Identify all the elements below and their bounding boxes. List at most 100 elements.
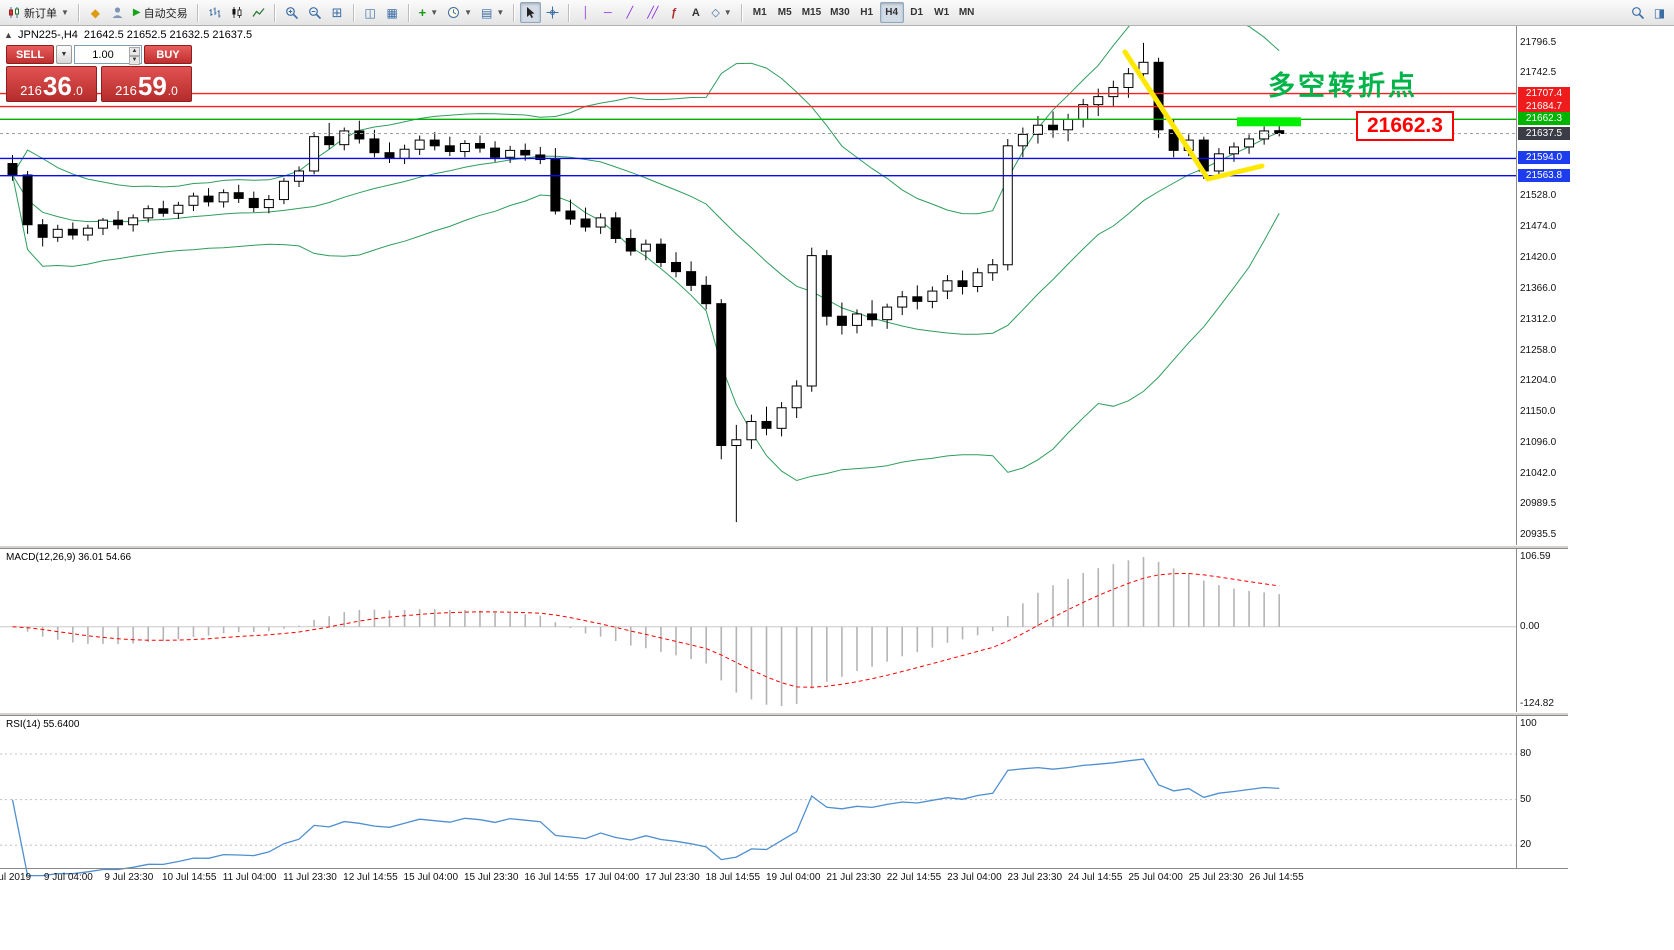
timeframe-w1-button[interactable]: W1 — [930, 2, 954, 23]
metaeditor-button[interactable]: ◆ — [85, 2, 106, 23]
timeframe-mn-button[interactable]: MN — [955, 2, 979, 23]
timeframe-h4-button[interactable]: H4 — [879, 2, 904, 23]
bar-chart-button[interactable] — [204, 2, 225, 23]
sell-price-display[interactable]: 216 36.0 — [6, 66, 97, 102]
arrange-windows-button[interactable]: ◫ — [360, 2, 381, 23]
arrange-windows-icon: ◫ — [364, 5, 376, 20]
time-axis[interactable]: 8 Jul 2019 9 Jul 04:00 9 Jul 23:30 10 Jul 1… — [0, 870, 1516, 888]
time-axis-label: 16 Jul 14:55 — [524, 872, 579, 883]
line-chart-icon — [252, 8, 265, 17]
price-axis-label: 21258.0 — [1520, 344, 1557, 356]
zoom-in-button[interactable] — [281, 2, 303, 23]
tile-windows-button[interactable]: ⊞ — [327, 2, 348, 23]
cursor-button[interactable] — [520, 2, 542, 23]
panel-splitter[interactable] — [0, 712, 1568, 716]
candlestick-chart-button[interactable] — [226, 2, 247, 23]
candle-body — [474, 143, 485, 149]
candle-body — [1138, 61, 1149, 75]
candle-body — [82, 227, 93, 236]
candle-body — [7, 163, 18, 176]
time-axis-label: 17 Jul 23:30 — [645, 872, 700, 883]
buy-button[interactable]: BUY — [144, 45, 192, 64]
candle-body — [746, 420, 757, 441]
timeframe-m15-button[interactable]: M15 — [798, 2, 825, 23]
indicators-button[interactable]: + ▼ — [415, 2, 443, 23]
stepper-down-icon[interactable]: ▼ — [129, 56, 140, 65]
time-axis-label: 9 Jul 23:30 — [104, 872, 154, 883]
timeframe-m5-button[interactable]: M5 — [773, 2, 797, 23]
candle-body — [1017, 133, 1028, 147]
channel-icon: ╱╱ — [647, 7, 658, 19]
candle-body — [505, 149, 516, 158]
cascade-windows-button[interactable]: ▦ — [382, 2, 403, 23]
price-axis-label: 21366.0 — [1520, 282, 1557, 294]
periods-button[interactable]: ▼ — [443, 2, 476, 23]
time-axis-label: 15 Jul 04:00 — [403, 872, 459, 883]
cursor-arrow-icon — [527, 7, 535, 18]
price-axis[interactable]: 106.59 0.00 -124.82 21796.5 21742.5 21528.… — [1518, 0, 1578, 950]
one-click-collapse-toggle[interactable]: ▲ — [4, 30, 13, 40]
experts-button[interactable] — [107, 2, 128, 23]
volume-input[interactable] — [75, 47, 141, 62]
line-chart-button[interactable] — [248, 2, 269, 23]
volume-field-wrap: ▲▼ — [74, 45, 142, 65]
data-window-button[interactable]: ◨ — [1649, 2, 1670, 23]
shapes-tool-button[interactable]: ◇ ▼ — [707, 2, 735, 23]
yellow-trendline-annotation[interactable] — [1122, 49, 1265, 182]
text-tool-button[interactable]: A — [685, 2, 706, 23]
candle-body — [836, 315, 847, 326]
search-button[interactable] — [1627, 2, 1649, 23]
volume-stepper[interactable]: ▲ ▼ — [129, 47, 140, 65]
panel-splitter[interactable] — [0, 545, 1568, 549]
candle-body — [821, 255, 832, 317]
candle-body — [158, 208, 169, 214]
rsi-line — [11, 758, 1280, 877]
autotrading-button[interactable]: ▶ 自动交易 — [129, 2, 192, 23]
chevron-down-icon: ▼ — [430, 8, 439, 17]
crosshair-button[interactable] — [542, 2, 563, 23]
timeframe-m30-button[interactable]: M30 — [826, 2, 853, 23]
vertical-line-tool-button[interactable]: │ — [575, 2, 596, 23]
zoom-out-icon — [308, 6, 321, 19]
timeframe-m1-button[interactable]: M1 — [748, 2, 772, 23]
new-order-button[interactable]: 新订单 ▼ — [4, 2, 73, 23]
candle-body — [595, 217, 606, 228]
fibonacci-tool-button[interactable]: ƒ — [663, 2, 684, 23]
candle-body — [535, 154, 546, 161]
buy-price-big-digits: 59 — [137, 71, 167, 101]
candle-body — [414, 139, 425, 150]
order-options-dropdown[interactable]: ▼ — [56, 45, 72, 64]
horizontal-line-tool-button[interactable]: ─ — [597, 2, 618, 23]
symbol-ohlc-values: 21642.5 21652.5 21632.5 21637.5 — [83, 29, 253, 41]
candle-body — [625, 237, 636, 252]
chevron-down-icon: ▼ — [464, 8, 473, 17]
sell-button[interactable]: SELL — [6, 45, 54, 64]
trendline-tool-button[interactable]: ╱ — [619, 2, 640, 23]
buy-price-prefix: 216 — [115, 83, 137, 98]
timeframe-h1-button[interactable]: H1 — [855, 2, 879, 23]
candle-body — [248, 197, 259, 209]
buy-price-display[interactable]: 216 59.0 — [101, 66, 192, 102]
time-axis-label: 11 Jul 23:30 — [283, 872, 337, 883]
green-highlight-annotation[interactable] — [1237, 117, 1301, 127]
zoom-out-button[interactable] — [304, 2, 326, 23]
time-axis-label: 9 Jul 04:00 — [43, 872, 93, 883]
macd-scale-label: 0.00 — [1520, 620, 1540, 632]
toolbar-separator — [77, 3, 80, 22]
stepper-up-icon[interactable]: ▲ — [129, 47, 140, 56]
channel-tool-button[interactable]: ╱╱ — [641, 2, 662, 23]
time-axis-label: 11 Jul 04:00 — [222, 872, 277, 883]
candle-body — [354, 130, 365, 140]
candle-body — [1063, 119, 1074, 131]
templates-button[interactable]: ▤ ▼ — [477, 2, 508, 23]
price-marker-badge: 21594.0 — [1518, 151, 1570, 165]
chevron-down-icon: ▼ — [723, 8, 732, 17]
candle-body — [1108, 86, 1119, 98]
timeframe-d1-button[interactable]: D1 — [905, 2, 929, 23]
price-axis-label: 21796.5 — [1520, 36, 1557, 48]
candle-body — [203, 195, 214, 203]
candle-body — [67, 228, 78, 236]
price-axis-label: 21042.0 — [1520, 468, 1557, 480]
